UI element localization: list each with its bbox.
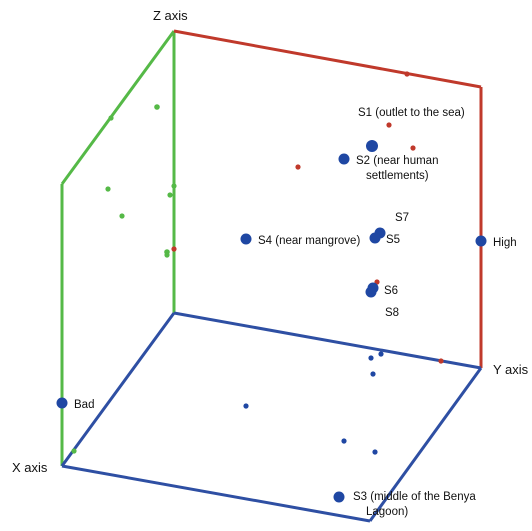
station-s6-point: [365, 286, 377, 298]
xy-plane: [60, 311, 483, 523]
xy-projection-point: [341, 438, 347, 444]
station-s2-point: [338, 153, 350, 165]
xy-projection-point: [370, 371, 376, 377]
high-marker-point: [475, 235, 487, 247]
high-label: High: [493, 237, 517, 249]
station-s5-point: [369, 232, 381, 244]
yz-projection-point: [410, 145, 416, 151]
xz-projection-point: [105, 186, 111, 192]
x-axis-label: X axis: [12, 460, 48, 475]
yz-projection-point: [404, 71, 410, 77]
xy-projection-point: [372, 449, 378, 455]
xy-plane-right-edge: [368, 367, 483, 522]
xz-plane: [60, 30, 176, 466]
station-s3-point: [333, 491, 345, 503]
xz-projection-point: [164, 252, 170, 258]
y-axis-label: Y axis: [493, 362, 529, 377]
xy-projections: [243, 351, 384, 455]
bad-label: Bad: [74, 399, 94, 411]
station-s3-label-line2: Lagoon): [366, 506, 408, 518]
yz-projections: [171, 71, 444, 364]
yz-plane: [173, 29, 483, 368]
xz-plane-top-edge: [60, 30, 176, 185]
xz-projection-point: [119, 213, 125, 219]
bad-marker-point: [56, 397, 68, 409]
xz-projection-point: [154, 104, 160, 110]
yz-projection-point: [438, 358, 444, 364]
yz-projection-point: [386, 122, 392, 128]
y-axis-line: [173, 311, 482, 370]
station-s8-label: S8: [385, 307, 399, 319]
station-s6-label: S6: [384, 285, 398, 297]
xz-projection-point: [71, 448, 77, 454]
z-axis-label: Z axis: [153, 8, 188, 23]
xz-projection-point: [167, 192, 173, 198]
station-s4-label: S4 (near mangrove): [258, 235, 360, 247]
xy-projection-point: [368, 355, 374, 361]
station-s7-label: S7: [395, 212, 409, 224]
station-s2-label-line1: S2 (near human: [356, 155, 438, 167]
station-s1-point: [366, 140, 378, 152]
xy-projection-point: [378, 351, 384, 357]
station-s2-label-line2: settlements): [366, 170, 429, 182]
x-axis-line: [60, 312, 176, 467]
xz-projection-point: [108, 115, 114, 121]
xy-projection-point: [243, 403, 249, 409]
station-s5-label: S5: [386, 234, 400, 246]
yz-projection-point: [171, 246, 177, 252]
station-s3-label-line1: S3 (middle of the Benya: [353, 491, 476, 503]
station-points: [56, 140, 487, 503]
station-s1-label: S1 (outlet to the sea): [358, 107, 465, 119]
xy-plane-front-edge: [61, 464, 371, 523]
yz-plane-top-edge: [173, 29, 482, 89]
xz-projections: [71, 104, 177, 454]
yz-projection-point: [295, 164, 301, 170]
xz-projection-point: [171, 183, 177, 189]
station-s4-point: [240, 233, 252, 245]
